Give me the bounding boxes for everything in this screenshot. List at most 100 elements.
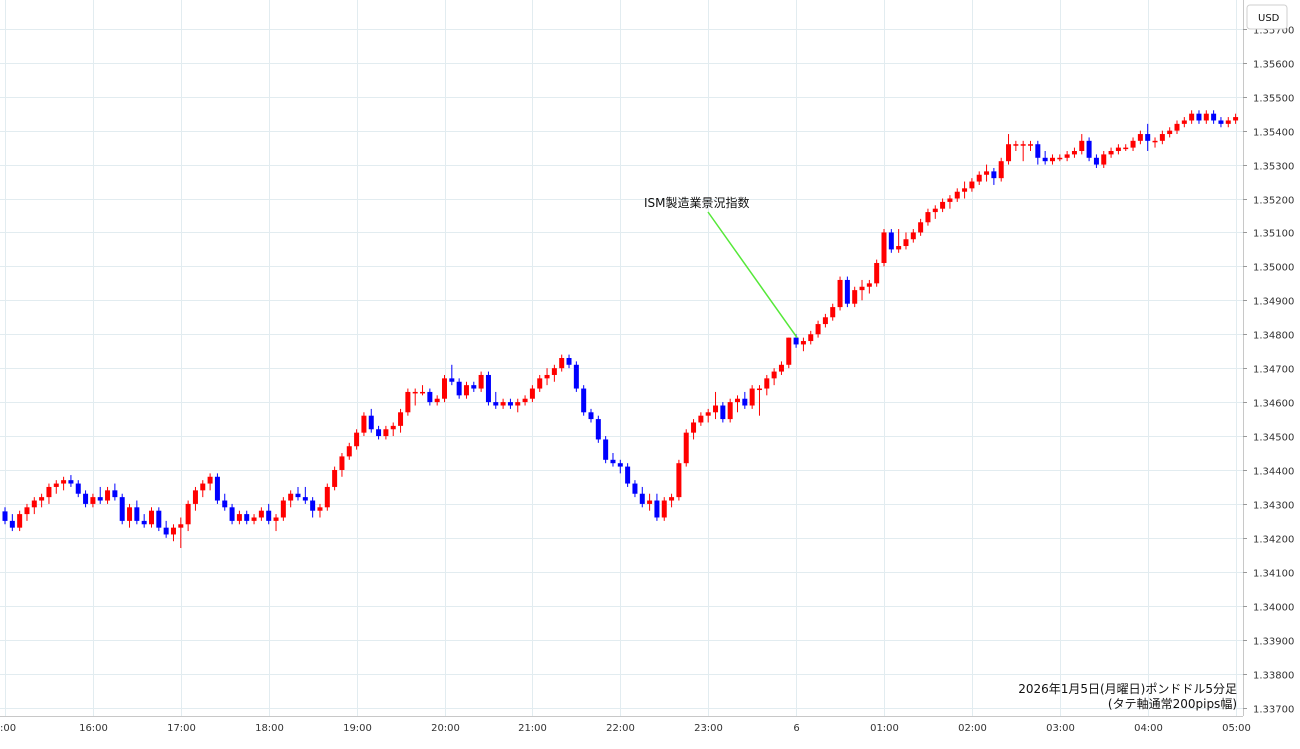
candle bbox=[354, 429, 360, 450]
candle bbox=[229, 503, 235, 525]
candle bbox=[222, 493, 228, 511]
candle bbox=[1006, 134, 1012, 165]
candle-body bbox=[214, 476, 220, 501]
candle-body bbox=[1159, 134, 1165, 141]
candle bbox=[815, 320, 821, 338]
candle bbox=[463, 381, 469, 399]
candle-body bbox=[1145, 134, 1151, 141]
candle-body bbox=[53, 483, 59, 487]
y-tick-label: 1.33800 bbox=[1253, 671, 1294, 682]
candle bbox=[888, 229, 894, 253]
candle bbox=[735, 395, 740, 413]
candle-body bbox=[705, 412, 711, 416]
candle bbox=[566, 354, 572, 369]
candle bbox=[317, 503, 323, 518]
candle-body bbox=[925, 212, 931, 223]
candle bbox=[332, 466, 338, 491]
candle-body bbox=[244, 514, 250, 521]
candle bbox=[595, 415, 601, 443]
candle bbox=[383, 425, 389, 440]
candle bbox=[141, 514, 147, 528]
candle-body bbox=[566, 358, 572, 365]
x-tick-label: :00 bbox=[0, 723, 16, 734]
candle bbox=[302, 486, 308, 504]
candle-body bbox=[962, 188, 968, 192]
candle-body bbox=[236, 514, 242, 521]
candle bbox=[200, 480, 206, 498]
candle-body bbox=[976, 174, 982, 182]
candle bbox=[969, 178, 975, 192]
candle bbox=[669, 493, 675, 508]
candle-body bbox=[46, 486, 52, 498]
candle bbox=[852, 286, 858, 308]
candle bbox=[1042, 151, 1048, 165]
candle-body bbox=[251, 517, 257, 521]
candle bbox=[170, 524, 176, 542]
y-tick-label: 1.34700 bbox=[1253, 365, 1294, 376]
candle bbox=[90, 493, 96, 508]
candle bbox=[859, 279, 865, 301]
candle-body bbox=[573, 364, 579, 389]
candle-body bbox=[295, 493, 301, 498]
candle-body bbox=[119, 497, 125, 521]
candle bbox=[500, 398, 506, 409]
candle bbox=[53, 480, 59, 494]
candle-body bbox=[449, 378, 455, 382]
candle bbox=[778, 361, 784, 375]
candle-body bbox=[346, 446, 352, 457]
candle-body bbox=[1167, 130, 1173, 135]
candle bbox=[127, 503, 133, 528]
candle bbox=[903, 232, 909, 250]
grid-lines bbox=[0, 0, 1243, 716]
candle-body bbox=[398, 412, 404, 426]
candle-body bbox=[984, 171, 990, 175]
candle-body bbox=[947, 198, 953, 202]
candle-body bbox=[507, 402, 513, 406]
y-tick-label: 1.35100 bbox=[1253, 229, 1294, 240]
candle-body bbox=[170, 527, 176, 535]
candle-body bbox=[90, 497, 96, 504]
candle bbox=[1020, 140, 1026, 162]
candle-body bbox=[178, 524, 184, 528]
candle bbox=[1101, 151, 1107, 168]
currency-label: USD bbox=[1258, 13, 1280, 24]
candle-body bbox=[896, 246, 902, 250]
candle bbox=[588, 408, 594, 423]
candle-body bbox=[654, 500, 660, 518]
candle bbox=[984, 164, 990, 182]
candle-body bbox=[442, 378, 447, 399]
candle-body bbox=[559, 358, 565, 369]
candle bbox=[280, 497, 286, 521]
candle bbox=[617, 459, 623, 474]
candle bbox=[691, 419, 697, 440]
candle-body bbox=[105, 490, 111, 501]
candle-body bbox=[815, 324, 821, 335]
candle bbox=[105, 486, 111, 504]
candle bbox=[954, 188, 960, 202]
candle bbox=[551, 364, 557, 382]
candle-body bbox=[17, 514, 23, 528]
candle bbox=[1057, 154, 1063, 162]
x-tick-label: 21:00 bbox=[518, 723, 547, 734]
candle-body bbox=[222, 500, 228, 508]
candle bbox=[46, 483, 52, 504]
candle-body bbox=[75, 483, 81, 494]
candle bbox=[434, 395, 440, 406]
candle-body bbox=[1115, 147, 1121, 152]
candle bbox=[603, 436, 609, 464]
candle-body bbox=[735, 398, 740, 403]
candle-body bbox=[229, 507, 235, 521]
candle-body bbox=[456, 381, 462, 396]
candle bbox=[149, 507, 154, 528]
candle-body bbox=[266, 510, 272, 521]
candle-body bbox=[500, 402, 506, 406]
candle bbox=[962, 181, 968, 199]
candle-body bbox=[339, 456, 345, 470]
candle bbox=[1079, 134, 1085, 155]
candle bbox=[925, 208, 931, 226]
annotation-label: ISM製造業景況指数 bbox=[644, 195, 750, 210]
candle-body bbox=[778, 364, 784, 372]
candle bbox=[800, 337, 806, 352]
candle-body bbox=[1079, 140, 1085, 152]
candle-body bbox=[405, 391, 411, 413]
